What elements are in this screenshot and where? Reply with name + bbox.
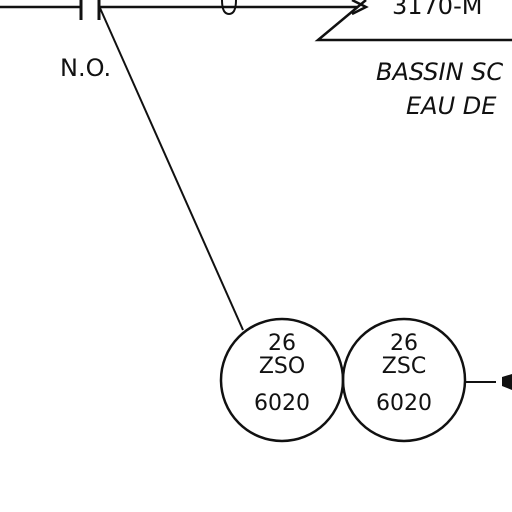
- contact-label: N.O.: [60, 54, 111, 82]
- output-arrow-icon: [502, 374, 512, 390]
- instrument-number: 6020: [254, 391, 310, 416]
- flow-arrow-icon: [351, 0, 369, 16]
- off-page-flag-label: 3170-M: [392, 0, 482, 20]
- instrument-tag: ZSC: [382, 354, 426, 379]
- note-line-1: BASSIN SC: [376, 58, 503, 86]
- instrument-loop-number: 26: [268, 331, 296, 356]
- instrument-bubble-zsc: 26 ZSC 6020: [341, 317, 467, 443]
- instrument-loop-number: 26: [390, 331, 418, 356]
- line-loop-mark: [221, 0, 237, 16]
- signal-line: [99, 7, 244, 331]
- off-page-flag: [314, 0, 512, 42]
- instrument-bubble-zso: 26 ZSO 6020: [219, 317, 345, 443]
- instrument-number: 6020: [376, 391, 432, 416]
- instrument-tag: ZSO: [259, 354, 305, 379]
- note-line-2: EAU DE: [406, 92, 497, 120]
